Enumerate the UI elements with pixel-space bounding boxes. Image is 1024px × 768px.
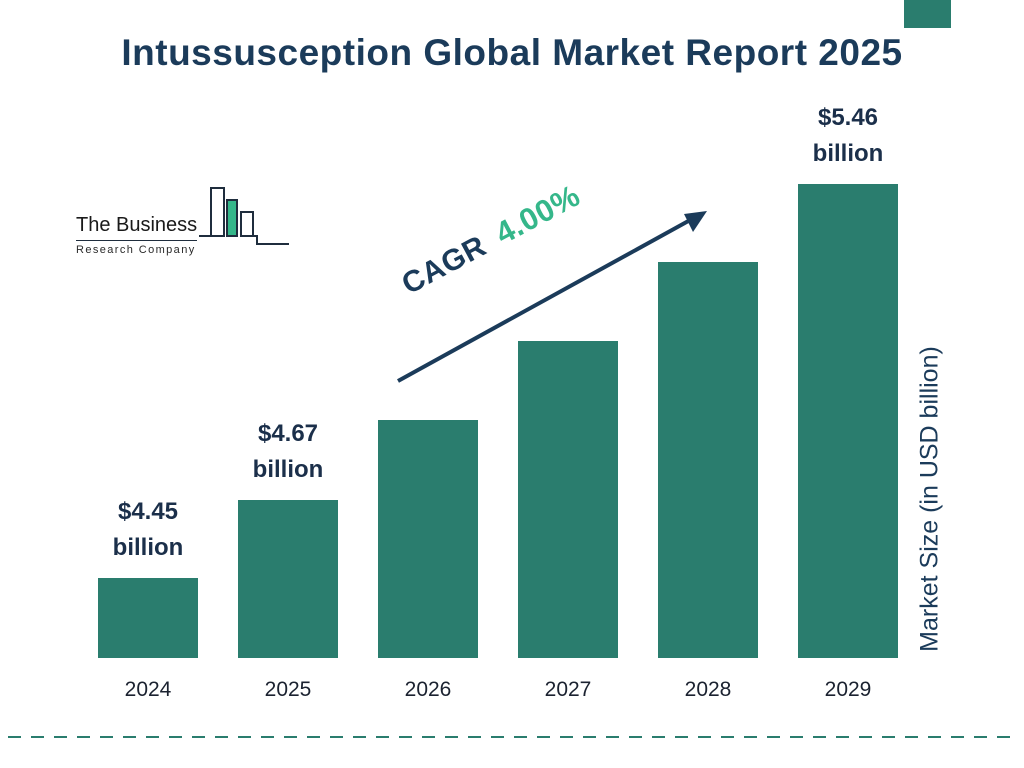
value-label-unit: billion <box>812 140 884 167</box>
chart-title: Intussusception Global Market Report 202… <box>121 32 903 73</box>
logo-bars-icon <box>199 187 290 245</box>
bar-column: 2027 <box>518 100 618 701</box>
x-axis-label: 2029 <box>824 678 872 701</box>
bar-column: 2026 <box>378 100 478 701</box>
bar <box>98 578 198 658</box>
logo-name-line2: Research Company <box>76 244 196 256</box>
x-axis-label: 2024 <box>124 678 172 701</box>
bar <box>798 184 898 658</box>
x-axis-label: 2026 <box>404 678 452 701</box>
y-axis-title: Market Size (in USD billion) <box>915 346 944 652</box>
value-label: $4.67 billion <box>253 416 324 488</box>
value-label-unit: billion <box>252 456 324 483</box>
bar <box>518 341 618 658</box>
bar <box>238 500 338 658</box>
bar-column: $4.45 billion 2024 <box>98 100 198 701</box>
value-label: $4.45 billion <box>113 494 184 566</box>
company-logo-text: The Business Research Company <box>76 214 198 256</box>
x-axis-label: 2025 <box>264 678 312 701</box>
value-label: $5.46 billion <box>813 100 884 172</box>
logo-name-line1: The Business <box>76 214 198 241</box>
bar <box>658 262 758 658</box>
x-axis-label: 2028 <box>684 678 732 701</box>
value-label-amount: $4.45 <box>117 498 179 525</box>
x-axis-label: 2027 <box>544 678 592 701</box>
corner-accent <box>904 0 951 28</box>
bar-column: $4.67 billion 2025 <box>238 100 338 701</box>
value-label-unit: billion <box>112 534 184 561</box>
value-label-amount: $4.67 <box>257 420 319 447</box>
bar-column: 2028 <box>658 100 758 701</box>
bar-chart: $4.45 billion 2024 $4.67 billion 2025 2026 2027… <box>98 100 898 701</box>
company-logo: The Business Research Company <box>76 186 291 256</box>
bar-column: $5.46 billion 2029 <box>798 100 898 701</box>
bottom-dashed-divider <box>8 736 1016 738</box>
bar <box>378 420 478 658</box>
value-label-amount: $5.46 <box>817 104 879 131</box>
